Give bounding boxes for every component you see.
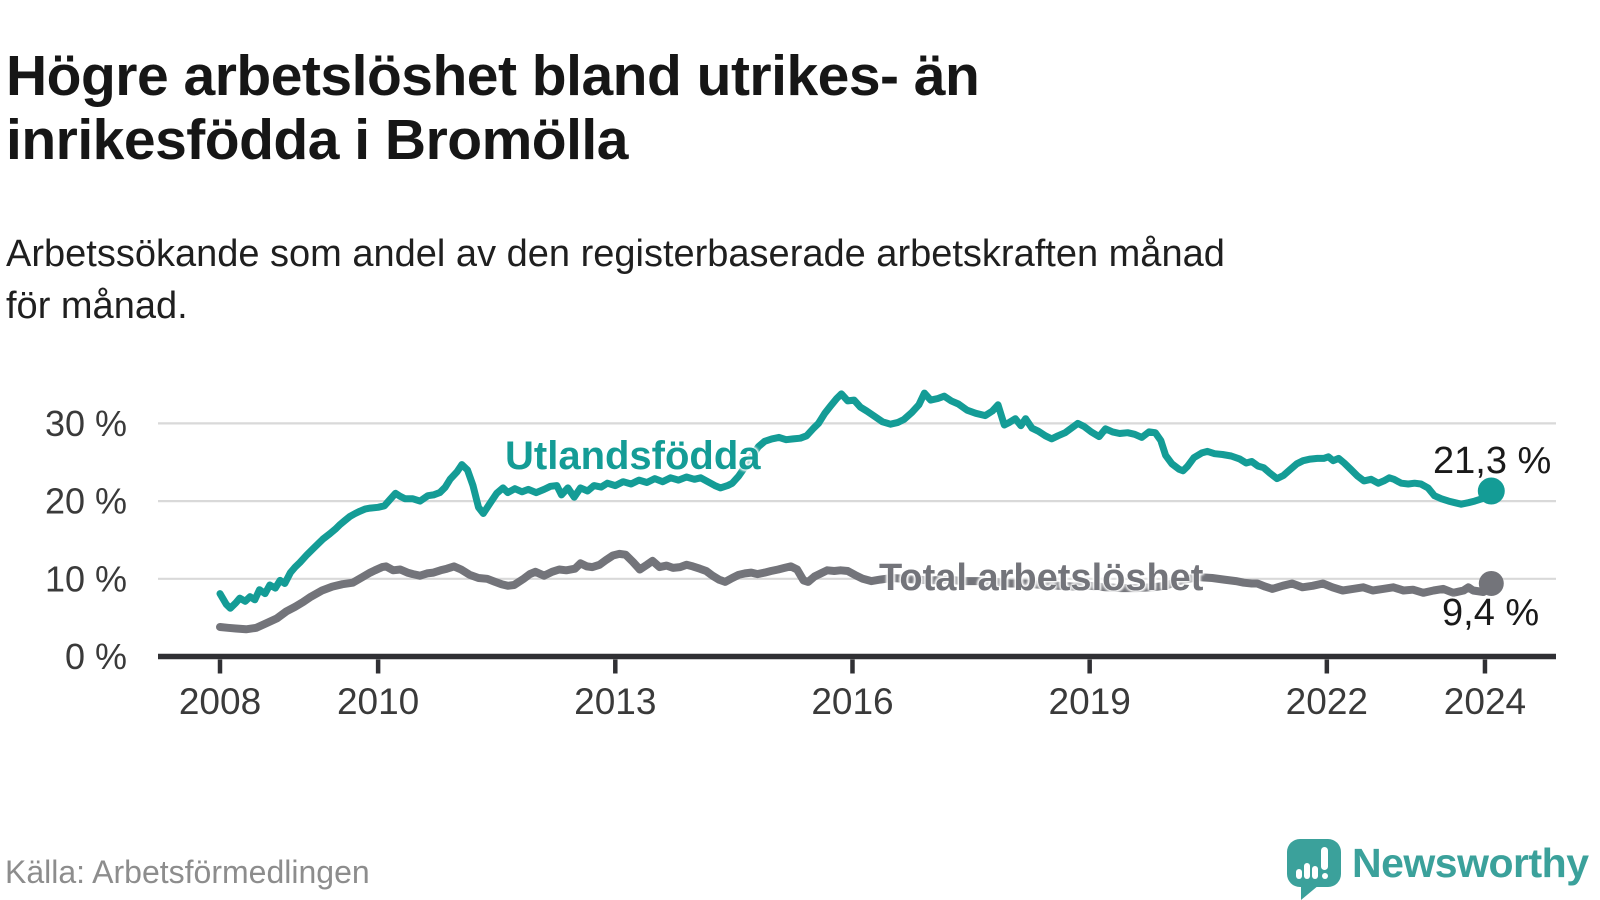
series-end-dot-total	[1478, 570, 1504, 596]
y-axis-label: 30 %	[45, 403, 127, 444]
end-value-label-total: 9,4 %	[1442, 592, 1540, 634]
x-axis-label: 2013	[574, 681, 656, 722]
series-end-dot-utlandsfodda	[1477, 477, 1505, 505]
series-label-utlandsfodda: Utlandsfödda	[505, 434, 761, 478]
logo-speech-tail	[1301, 885, 1319, 900]
series-line-utlandsfodda	[216, 389, 1495, 612]
logo-bar-icon	[1296, 869, 1302, 879]
x-axis-label: 2016	[811, 681, 893, 722]
x-axis-label: 2019	[1049, 681, 1131, 722]
chart-subtitle: Arbetssökande som andel av den registerb…	[6, 228, 1225, 332]
end-value-label-utlandsfodda: 21,3 %	[1433, 440, 1552, 482]
page-title: Högre arbetslöshet bland utrikes- än inri…	[6, 44, 980, 173]
x-axis-label: 2022	[1286, 681, 1368, 722]
logo-bar-icon	[1304, 863, 1310, 879]
y-axis-label: 20 %	[45, 481, 127, 522]
newsworthy-logo-icon	[1287, 839, 1341, 887]
series-label-total-arbetsloshet: Total arbetslöshet	[879, 557, 1204, 599]
x-axis-label: 2024	[1444, 681, 1526, 722]
newsworthy-wordmark: Newsworthy	[1352, 840, 1589, 886]
y-axis-label: 10 %	[45, 558, 127, 599]
source-note: Källa: Arbetsförmedlingen	[5, 854, 370, 890]
logo-exclamation-icon	[1321, 847, 1328, 870]
x-axis-label: 2010	[337, 681, 419, 722]
subtitle-line-2: för månad.	[6, 285, 188, 327]
title-line-1: Högre arbetslöshet bland utrikes- än	[6, 44, 980, 109]
x-axis-label: 2008	[179, 681, 261, 722]
logo-bar-icon	[1312, 866, 1318, 879]
subtitle-line-1: Arbetssökande som andel av den registerb…	[6, 233, 1225, 275]
y-axis-label: 0 %	[65, 636, 127, 677]
series-line-total	[216, 549, 1496, 634]
title-line-2: inrikesfödda i Bromölla	[6, 108, 628, 173]
logo-exclamation-dot	[1321, 873, 1328, 879]
